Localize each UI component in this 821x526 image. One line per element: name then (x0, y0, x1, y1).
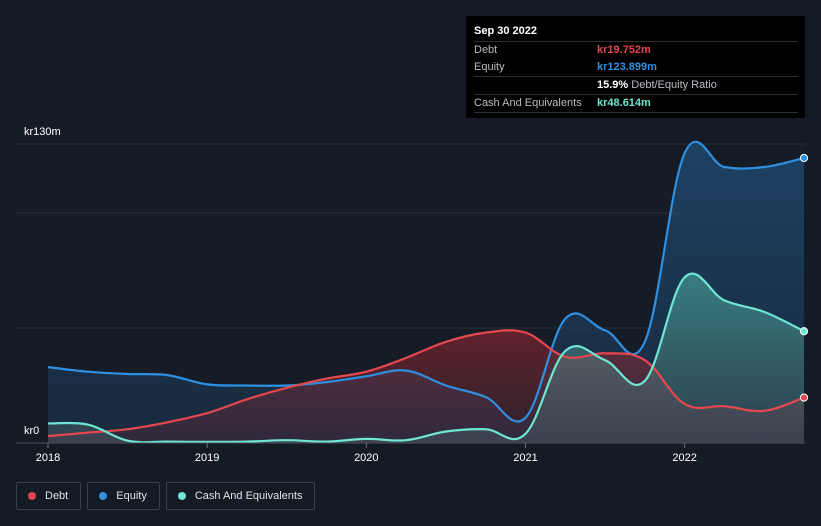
legend-item-cash[interactable]: Cash And Equivalents (165, 482, 316, 510)
tooltip-cash-label: Cash And Equivalents (474, 97, 582, 109)
tooltip-debt-label: Debt (474, 44, 498, 56)
tooltip-ratio-value: 15.9% (597, 79, 629, 91)
x-tick-label-3: 2021 (513, 452, 537, 464)
line-equity (47, 140, 805, 423)
legend-equity-dot-icon (99, 492, 108, 500)
tooltip-ratio-label: Debt/Equity Ratio (631, 79, 717, 91)
legend-debt-label: Debt (45, 490, 69, 502)
y-axis-top-label: kr130m (24, 126, 61, 138)
legend-item-debt[interactable]: Debt (16, 482, 82, 510)
x-axis: 2018 2019 2020 2021 2022 (36, 443, 697, 464)
legend-equity-label: Equity (116, 490, 147, 502)
area-cash (48, 273, 804, 443)
legend-cash-dot-icon (177, 492, 186, 500)
line-debt (47, 329, 805, 438)
x-tick-label-0: 2018 (36, 452, 60, 464)
end-point-debt (799, 393, 809, 402)
end-point-cash (799, 327, 809, 336)
tooltip-panel: Sep 30 2022 Debt kr19.752m Equity kr123.… (466, 16, 805, 118)
tooltip-equity-label: Equity (474, 61, 505, 73)
tooltip-date: Sep 30 2022 (474, 25, 537, 37)
tooltip-row-debt: Debt kr19.752m (474, 41, 798, 59)
line-cash (47, 272, 805, 444)
tooltip-ratio: 15.9% Debt/Equity Ratio (597, 77, 717, 94)
series-end-markers (799, 153, 809, 402)
legend-cash-label: Cash And Equivalents (194, 490, 303, 502)
tooltip-row-equity: Equity kr123.899m (474, 59, 798, 76)
tooltip-row-cash: Cash And Equivalents kr48.614m (474, 94, 798, 113)
end-point-equity (799, 153, 809, 163)
tooltip-row-ratio: 15.9% Debt/Equity Ratio (474, 76, 798, 94)
series-lines (47, 140, 805, 444)
legend-debt-dot-icon (28, 492, 36, 500)
chart-legend: Debt Equity Cash And Equivalents (16, 482, 321, 510)
x-tick-label-1: 2019 (195, 452, 219, 464)
tooltip-debt-value: kr19.752m (597, 44, 651, 56)
x-tick-label-4: 2022 (672, 452, 696, 464)
legend-item-equity[interactable]: Equity (87, 482, 160, 510)
y-axis-bottom-label: kr0 (24, 425, 40, 437)
tooltip-cash-value: kr48.614m (597, 97, 651, 109)
tooltip-equity-value: kr123.899m (597, 61, 657, 73)
x-tick-label-2: 2020 (354, 452, 378, 464)
